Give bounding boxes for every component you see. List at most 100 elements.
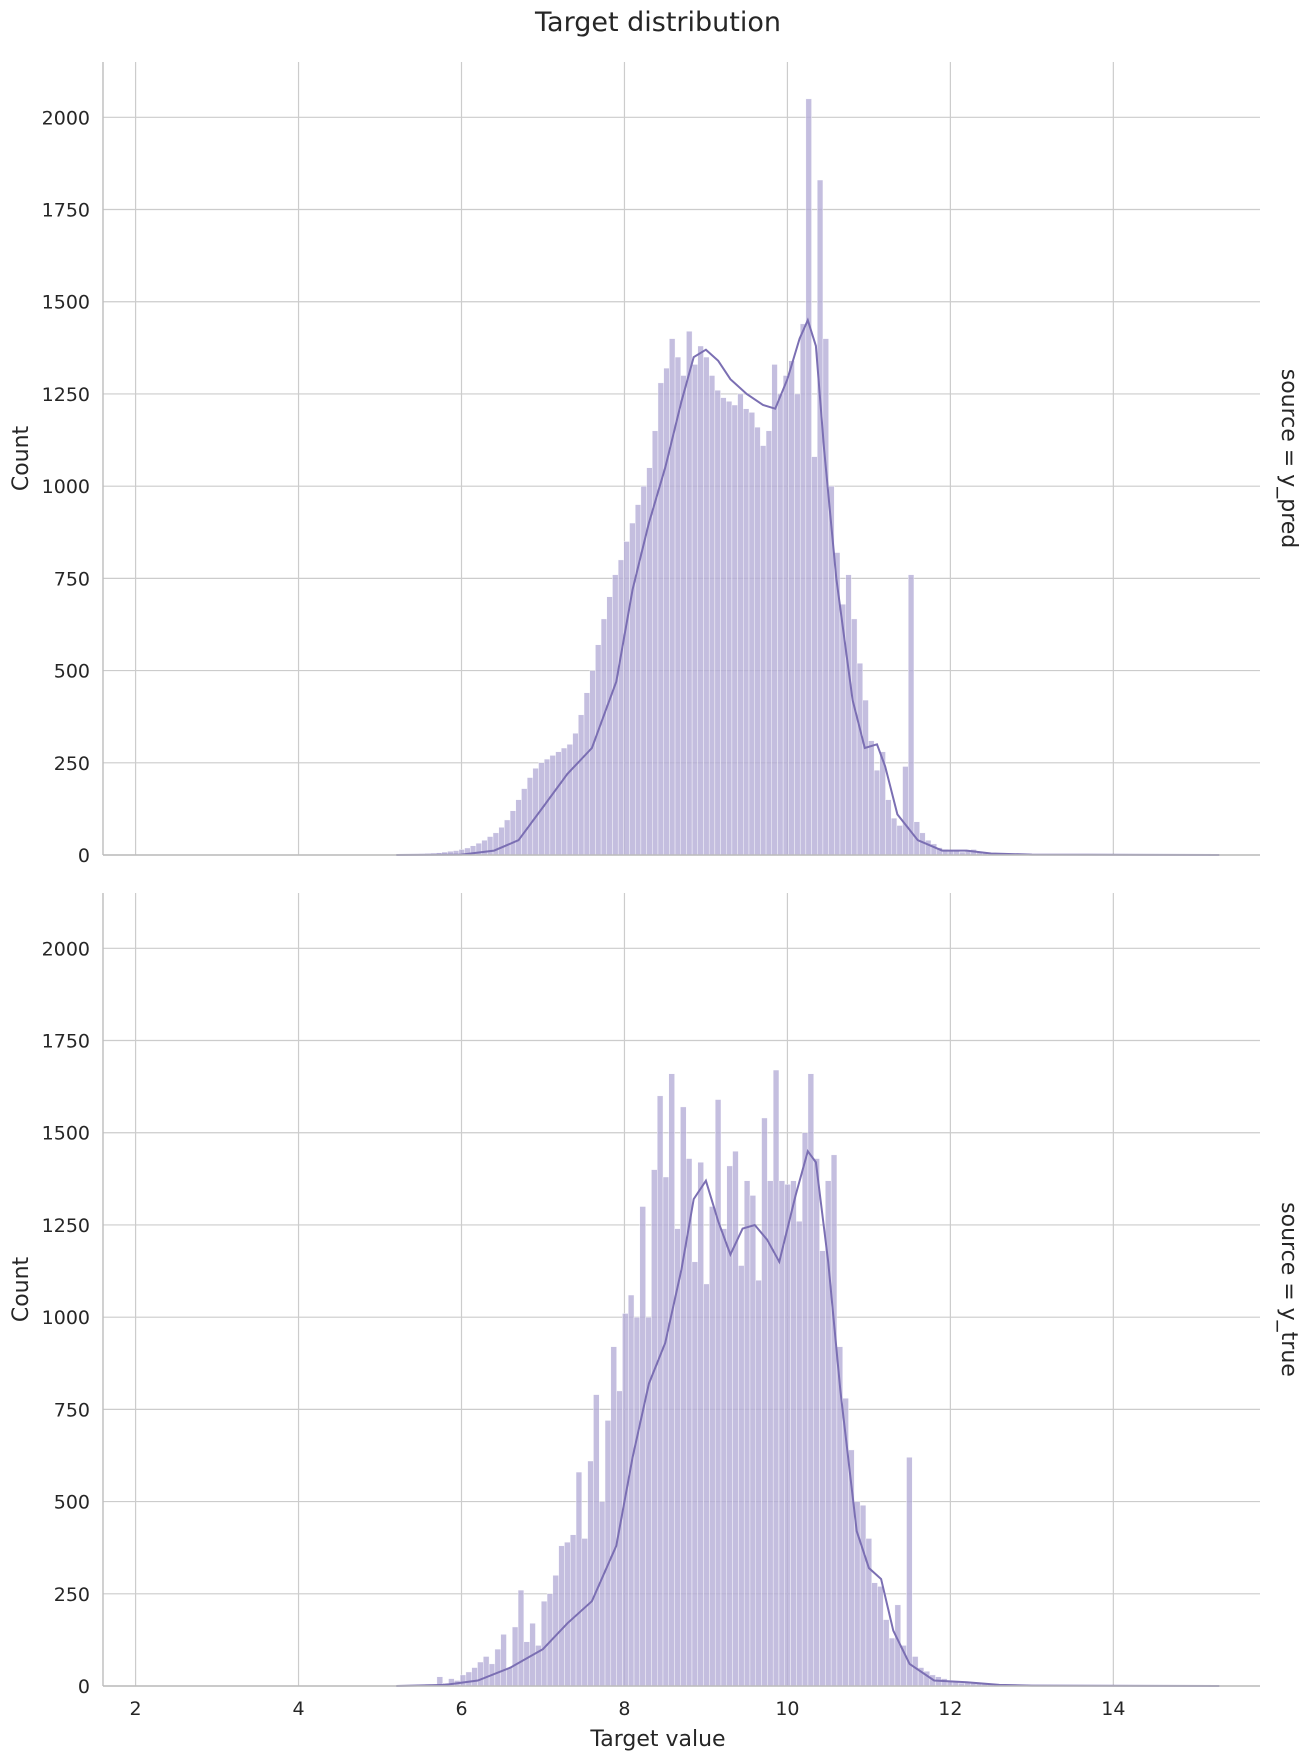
histogram-bar [459, 1674, 467, 1687]
histogram-bar [748, 412, 755, 856]
histogram-bar [532, 768, 539, 856]
histogram-bar [714, 1099, 722, 1687]
histogram-bar [868, 740, 875, 856]
histogram-bar [521, 788, 528, 856]
histogram-bar [595, 644, 602, 856]
histogram-bar [796, 1221, 803, 1687]
histogram-bar [549, 755, 556, 856]
histogram-bar [465, 1671, 472, 1687]
histogram-bar [570, 1534, 577, 1687]
histogram-bar [544, 758, 551, 856]
histogram-bar [680, 1106, 687, 1687]
histogram-bar [871, 1582, 878, 1687]
x-tick-label: 4 [293, 1698, 305, 1720]
histogram-bar [600, 618, 607, 856]
y-tick-label: 500 [54, 1492, 90, 1514]
histogram-bar [526, 777, 534, 856]
histogram-bar [883, 1619, 890, 1687]
histogram-bar [674, 356, 681, 856]
histogram-bar [760, 445, 767, 856]
histogram-bar [471, 1667, 478, 1687]
histogram-bar [799, 323, 807, 856]
histogram-bar [726, 1165, 733, 1687]
facet-row-label: source = y_true [1276, 1202, 1301, 1377]
histogram-bar [589, 670, 596, 856]
histogram-bar [749, 1195, 756, 1687]
histogram-bar [709, 1206, 716, 1687]
histogram-bar [578, 714, 585, 856]
histogram-bar [767, 1180, 774, 1687]
histogram-bar [564, 1541, 571, 1687]
histogram-bar [754, 426, 761, 856]
x-tick-label: 2 [130, 1698, 142, 1720]
histogram-bar [890, 817, 898, 856]
histogram-bar [517, 1589, 525, 1687]
histogram-bar [697, 1162, 704, 1687]
histogram-bar [651, 1169, 658, 1687]
facets: 0 250 500 750 1000 1250 1500 1750 2000 Count sourc… [9, 62, 1301, 1720]
histogram-bar [703, 1283, 710, 1687]
histogram-bar [561, 747, 568, 856]
y-tick-label: 1750 [42, 1031, 90, 1053]
y-tick-label: 1500 [42, 292, 90, 314]
histogram-bar [523, 1641, 530, 1687]
histogram-bar [888, 1637, 896, 1687]
histogram-bar [500, 1634, 507, 1687]
histogram-bar [732, 1150, 739, 1687]
histogram-bar [743, 408, 750, 856]
histogram-bar [477, 1661, 484, 1687]
histogram-bar [583, 692, 590, 856]
histogram-bar [645, 1316, 652, 1687]
histogram-bar [755, 1280, 762, 1687]
y-tick-label: 1500 [42, 1123, 90, 1145]
histogram-bar [617, 559, 625, 856]
histogram-bar [817, 179, 824, 856]
histogram-bar [612, 574, 619, 856]
histogram-bar [805, 98, 812, 856]
histogram-bar [587, 1460, 594, 1687]
histogram-bar [639, 1206, 646, 1687]
histogram-bar [720, 397, 727, 856]
y-tick-label: 250 [54, 1584, 90, 1606]
histogram-bar [604, 1420, 612, 1687]
histogram-bar [575, 1471, 583, 1687]
histogram-bar [555, 751, 562, 856]
histogram-bar [822, 338, 829, 856]
histogram-bar [761, 1117, 768, 1687]
histogram-bar [606, 596, 613, 856]
histogram-bar [765, 430, 772, 856]
y-tick-label: 1750 [42, 200, 90, 222]
x-tick-label: 8 [618, 1698, 630, 1720]
histogram-bar [819, 1250, 826, 1687]
histogram-bar [492, 832, 499, 856]
histogram-bar [541, 1600, 548, 1687]
chart-title: Target distribution [534, 7, 781, 38]
histogram-bar [788, 360, 795, 856]
histogram-bar [703, 356, 710, 856]
y-tick-label: 0 [78, 845, 90, 867]
histogram-bar [859, 1505, 867, 1687]
y-tick-label: 500 [54, 661, 90, 683]
histogram-bar [629, 522, 636, 856]
y-tick-label: 2000 [42, 107, 90, 129]
x-tick-label: 14 [1101, 1698, 1125, 1720]
y-axis-label: Count [9, 1256, 34, 1322]
histogram-bar [720, 1228, 727, 1687]
histogram-bar [777, 393, 784, 856]
histogram-bar [669, 338, 676, 856]
histogram-bar [680, 375, 687, 856]
y-tick-label: 250 [54, 753, 90, 775]
histogram-bar [885, 799, 892, 856]
histogram-bar [782, 375, 790, 856]
histogram-bar [743, 1180, 751, 1687]
histogram-bar [873, 769, 881, 856]
y-tick-label: 750 [54, 568, 90, 590]
histogram-bar [731, 404, 738, 856]
histogram-bar [599, 1501, 606, 1687]
y-tick-label: 1250 [42, 1215, 90, 1237]
histogram-bar [552, 1575, 559, 1687]
histogram-bar [697, 345, 704, 856]
histogram-bar [877, 1586, 884, 1687]
histogram-bar [581, 1538, 588, 1687]
